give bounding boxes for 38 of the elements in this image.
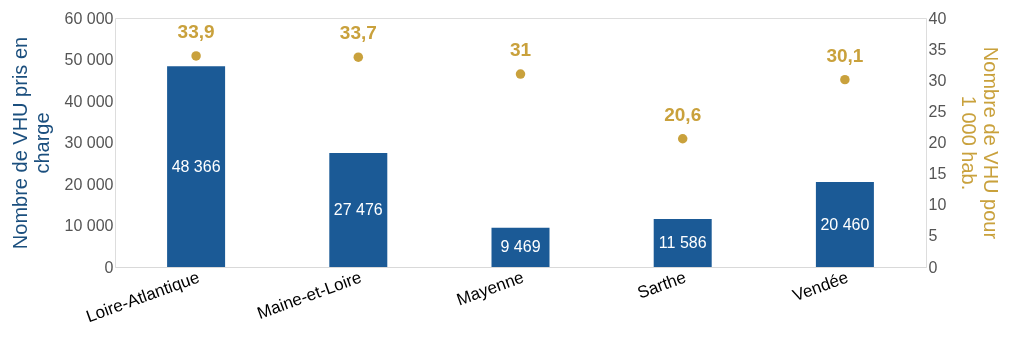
- y-tick-label: 30 000: [64, 134, 114, 151]
- data-label: 9 469: [500, 238, 541, 256]
- y2-tick-label: 30: [928, 71, 947, 89]
- bar: [815, 182, 874, 267]
- y2-tick-label: 40: [928, 9, 947, 27]
- data-label: 48 366: [171, 157, 221, 175]
- y2-tick-label: 15: [928, 165, 947, 183]
- point: [353, 52, 364, 62]
- point: [191, 51, 201, 61]
- data-label: 33,9: [177, 20, 215, 42]
- y-tick-label: 20 000: [64, 175, 114, 193]
- bar: [167, 66, 226, 267]
- data-label: 11 586: [658, 233, 707, 251]
- point: [515, 69, 526, 79]
- y2-axis-title: Nombre de VHU pour 1 000 hab.: [958, 46, 1003, 240]
- y-tick-label: 40 000: [64, 92, 114, 110]
- y-tick-label: 50 000: [64, 51, 114, 68]
- y2-tick-label: 35: [928, 40, 947, 58]
- x-tick-label: Vendée: [790, 267, 851, 306]
- x-tick-label: Sarthe: [634, 267, 689, 303]
- data-label: 31: [509, 39, 532, 61]
- y-axis-title: Nombre de VHU pris en charge: [8, 36, 53, 250]
- data-label: 33,7: [339, 22, 377, 44]
- bar: [329, 152, 388, 267]
- y2-tick-label: 10: [928, 196, 947, 214]
- y2-tick-label: 25: [928, 102, 947, 120]
- y2-tick-label: 20: [928, 134, 947, 151]
- data-label: 20 460: [820, 215, 870, 233]
- y2-tick-label: 0: [928, 258, 938, 276]
- data-label: 27 476: [333, 200, 383, 218]
- y-tick-label: 60 000: [64, 9, 114, 27]
- y2-tick-label: 5: [928, 227, 938, 245]
- data-label: 30,1: [826, 44, 864, 66]
- data-label: 20,6: [664, 103, 702, 125]
- point: [677, 134, 688, 144]
- point: [840, 74, 850, 85]
- y-tick-label: 0: [104, 258, 114, 276]
- y-tick-label: 10 000: [64, 217, 114, 234]
